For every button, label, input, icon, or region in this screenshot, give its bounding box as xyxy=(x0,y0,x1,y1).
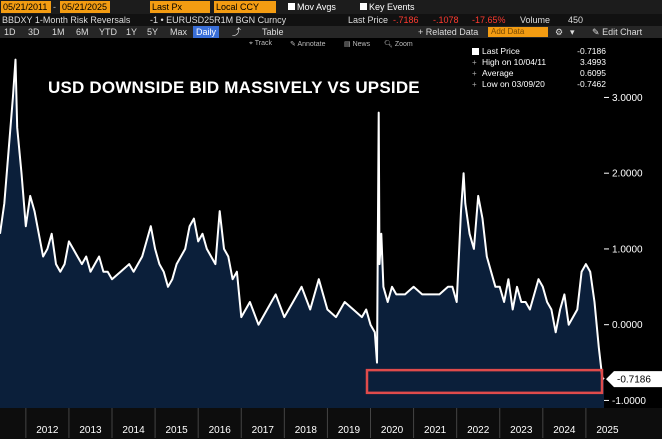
price-field-select[interactable]: Last Px xyxy=(150,1,210,13)
x-tick-label: 2014 xyxy=(122,425,145,436)
price-change-pct: -17.65% xyxy=(472,15,506,25)
security-bar: BBDXY 1-Month Risk Reversals -1 • EURUSD… xyxy=(0,14,662,26)
legend: Last Price -0.7186 + High on 10/04/11 3.… xyxy=(470,46,610,96)
legend-low: + Low on 03/09/20 -0.7462 xyxy=(472,79,606,89)
table-button[interactable]: Table xyxy=(262,27,284,37)
last-value-tag: -0.7186 xyxy=(606,371,662,388)
command-bar: 05/21/2011 - 05/21/2025 Last Px Local CC… xyxy=(0,0,662,14)
y-tick-label: 3.0000 xyxy=(612,93,643,104)
crosshair-icon: + xyxy=(472,80,477,89)
period-5y[interactable]: 5Y xyxy=(147,27,159,37)
x-tick-label: 2024 xyxy=(553,425,576,436)
x-tick-label: 2012 xyxy=(36,425,59,436)
x-tick-label: 2022 xyxy=(467,425,490,436)
volume-label: Volume xyxy=(520,15,551,25)
date-separator: - xyxy=(53,2,56,12)
period-1m[interactable]: 1M xyxy=(52,27,65,37)
related-data-button[interactable]: + Related Data xyxy=(418,27,479,37)
y-tick-label: -1.0000 xyxy=(612,396,646,407)
key-events-toggle[interactable]: Key Events xyxy=(360,0,415,14)
period-ytd[interactable]: YTD xyxy=(99,27,117,37)
square-icon xyxy=(472,48,479,55)
add-data-input[interactable]: Add Data xyxy=(488,27,548,37)
security-name: BBDXY 1-Month Risk Reversals xyxy=(2,15,131,25)
period-1y[interactable]: 1Y xyxy=(126,27,138,37)
last-value-marker xyxy=(606,371,662,388)
y-tick-label: 1.0000 xyxy=(612,244,643,255)
x-tick-label: 2017 xyxy=(252,425,275,436)
highlight-box xyxy=(365,368,604,395)
x-tick-label: 2016 xyxy=(209,425,232,436)
crosshair-icon: + xyxy=(472,58,477,67)
x-axis: 2012 2013 2014 2015 2016 2017 2018 2019 2020 2021… xyxy=(0,408,662,439)
x-axis-band xyxy=(0,408,662,439)
y-tick-label: 2.0000 xyxy=(612,169,643,180)
y-tick-label: 0.0000 xyxy=(612,320,643,331)
x-tick-label: 2020 xyxy=(381,425,404,436)
x-tick-label: 2025 xyxy=(596,425,619,436)
checkbox-icon xyxy=(288,3,295,10)
annotate-button[interactable]: ✎ Annotate xyxy=(290,41,326,48)
line-chart-icon[interactable]: ⤴ xyxy=(232,27,242,37)
x-tick-label: 2018 xyxy=(295,425,318,436)
currency-select[interactable]: Local CCY xyxy=(214,1,276,13)
settings-icon[interactable]: ⚙ xyxy=(555,27,564,37)
legend-last-price: Last Price -0.7186 xyxy=(470,46,610,57)
edit-chart-button[interactable]: ✎ Edit Chart xyxy=(592,27,643,37)
period-6m[interactable]: 6M xyxy=(76,27,89,37)
legend-average: + Average 0.6095 xyxy=(472,68,606,78)
x-tick-label: 2023 xyxy=(510,425,533,436)
legend-high: + High on 10/04/11 3.4993 xyxy=(472,57,606,67)
checkbox-icon xyxy=(360,3,367,10)
start-date-input[interactable]: 05/21/2011 xyxy=(1,1,51,13)
x-tick-label: 2021 xyxy=(424,425,447,436)
frequency-select[interactable]: Daily xyxy=(193,26,220,38)
period-3d[interactable]: 3D xyxy=(28,27,40,37)
zoom-button[interactable]: 🔍︎ Zoom xyxy=(384,41,413,48)
last-price-value: -.7186 xyxy=(393,15,419,25)
x-tick-label: 2019 xyxy=(338,425,361,436)
series-line xyxy=(0,58,605,380)
last-value-label: -0.7186 xyxy=(617,375,651,386)
x-tick-label: 2015 xyxy=(166,425,189,436)
track-button[interactable]: ⌖ Track xyxy=(249,40,273,47)
news-button[interactable]: ▤ News xyxy=(344,41,371,48)
mov-avgs-toggle[interactable]: Mov Avgs xyxy=(288,0,336,14)
period-bar: 1D 3D 1M 6M YTD 1Y 5Y Max Daily ⤴ Table … xyxy=(0,26,662,38)
price-change: -.1078 xyxy=(433,15,459,25)
period-1d[interactable]: 1D xyxy=(4,27,16,37)
y-axis: 3.0000 2.0000 1.0000 0.0000 -1.0000 xyxy=(604,93,646,407)
x-tick-label: 2013 xyxy=(79,425,102,436)
expand-icon[interactable]: ▾ xyxy=(570,27,575,37)
security-ticker: -1 • EURUSD25R1M BGN Curncy xyxy=(150,15,287,25)
period-max[interactable]: Max xyxy=(170,27,188,37)
crosshair-icon: + xyxy=(472,69,477,78)
end-date-input[interactable]: 05/21/2025 xyxy=(60,1,110,13)
edit-icon: ✎ xyxy=(592,27,600,37)
last-price-label: Last Price xyxy=(348,15,389,25)
series-area xyxy=(0,59,604,408)
chart-headline: USD DOWNSIDE BID MASSIVELY VS UPSIDE xyxy=(48,78,420,97)
volume-value: 450 xyxy=(568,15,584,25)
